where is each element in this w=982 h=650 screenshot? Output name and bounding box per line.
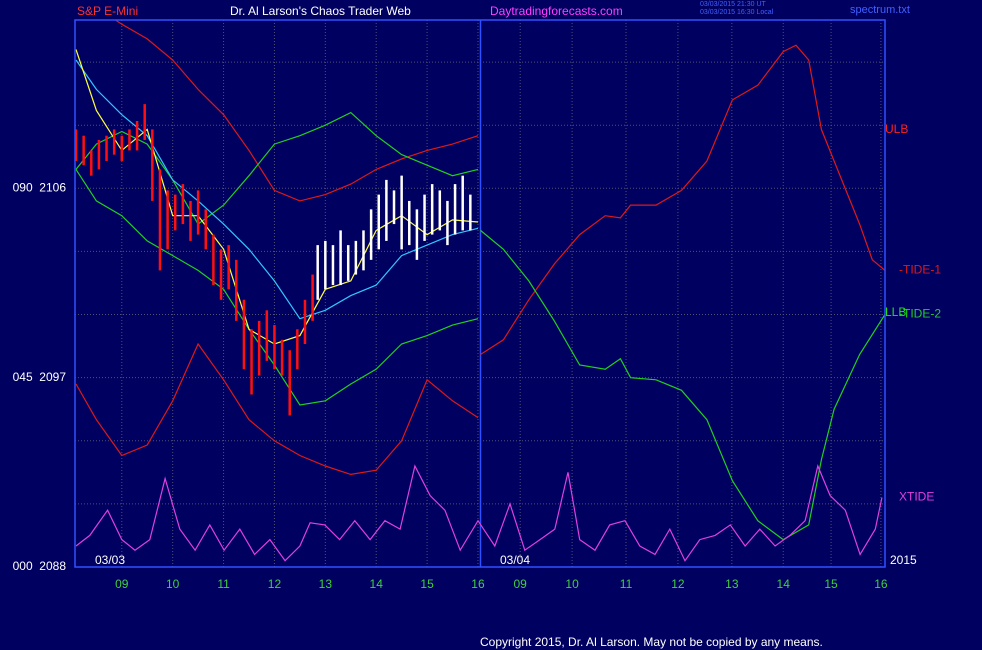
- x-tick-label: 14: [777, 577, 791, 591]
- annotation: LLB: [885, 305, 906, 319]
- x-tick-label: 15: [420, 577, 434, 591]
- y-tick-label: 045 2097: [13, 370, 67, 384]
- series-line: [75, 59, 479, 320]
- series-label: -TIDE-2: [899, 307, 941, 321]
- labels: 09 10 11 12 13 14 15 16 09 10 11 12 13 14 15 16 000 2088…: [13, 122, 942, 591]
- file-name: spectrum.txt: [850, 4, 910, 16]
- x-tick-label: 12: [268, 577, 282, 591]
- series-line: [75, 342, 479, 476]
- series-line: [114, 20, 479, 202]
- site: Daytradingforecasts.com: [490, 4, 623, 18]
- plot-frame: [74, 19, 886, 568]
- x-tick-label: 16: [874, 577, 888, 591]
- x-tick-label: 10: [166, 577, 180, 591]
- x-tick-label: 13: [319, 577, 333, 591]
- series-line: [75, 464, 883, 562]
- timestamp: 03/03/2015 21:30 UT: [700, 1, 766, 8]
- annotation: ULB: [885, 122, 908, 136]
- x-tick-label: 11: [217, 577, 230, 591]
- plot-area: [75, 20, 885, 562]
- x-tick-label: 14: [370, 577, 384, 591]
- x-tick-label: 16: [471, 577, 485, 591]
- series-line: [480, 44, 885, 356]
- x-tick-label: 13: [725, 577, 739, 591]
- chart-title: Dr. Al Larson's Chaos Trader Web: [230, 4, 411, 18]
- timestamp: 03/03/2015 16:30 Local: [700, 9, 774, 16]
- series-label: -TIDE-1: [899, 263, 941, 277]
- day-label: 03/03: [95, 553, 125, 567]
- instrument: S&P E-Mini: [77, 4, 138, 18]
- x-tick-label: 12: [671, 577, 685, 591]
- x-tick-label: 11: [620, 577, 633, 591]
- grid: [75, 20, 885, 568]
- series-line: [75, 111, 479, 225]
- year-label: 2015: [890, 553, 917, 567]
- x-tick-label: 10: [565, 577, 579, 591]
- y-tick-label: 090 2106: [13, 180, 67, 194]
- y-tick-label: 000 2088: [13, 559, 67, 573]
- series-line: [480, 229, 885, 541]
- copyright: Copyright 2015, Dr. Al Larson. May not b…: [480, 635, 823, 649]
- day-label: 03/04: [500, 553, 530, 567]
- x-tick-label: 15: [824, 577, 838, 591]
- series-label: XTIDE: [899, 490, 934, 504]
- x-tick-label: 09: [514, 577, 528, 591]
- x-tick-label: 09: [115, 577, 129, 591]
